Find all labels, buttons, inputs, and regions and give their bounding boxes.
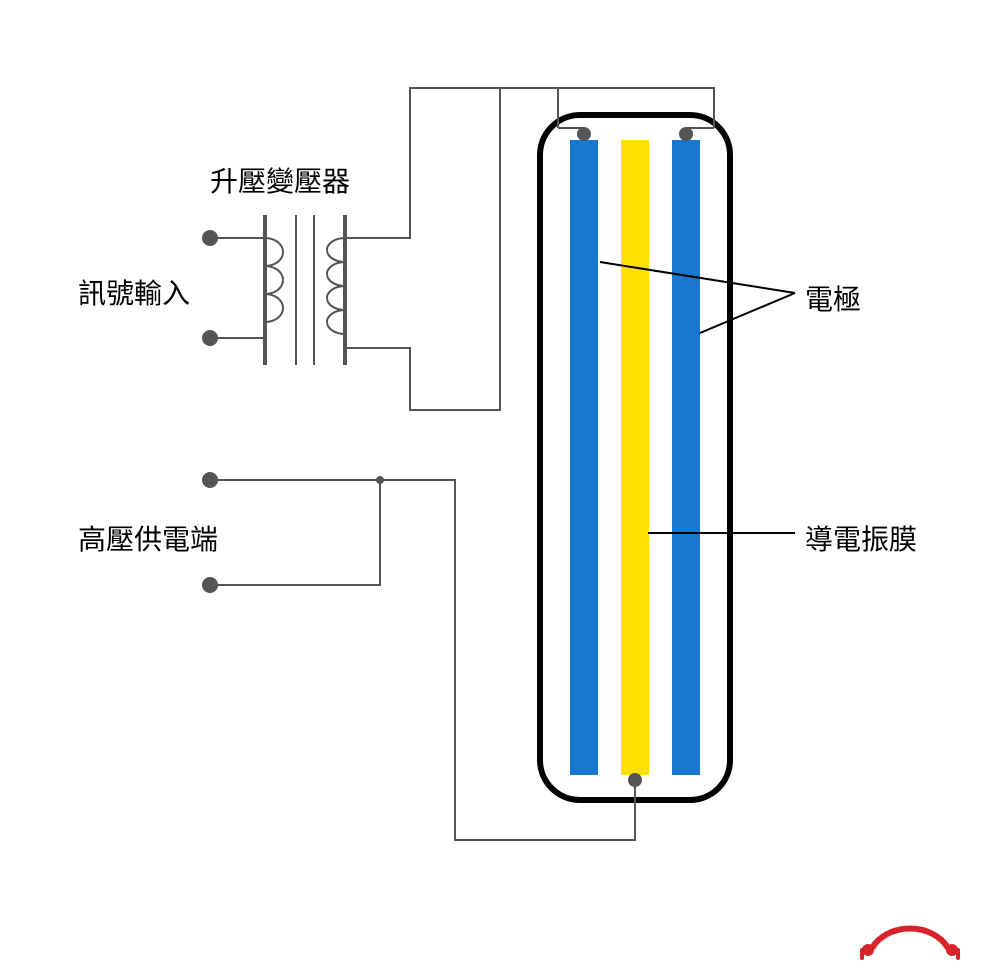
electrode-top-dot-right [679,127,693,141]
electrode-top-dot-left [577,127,591,141]
brand-logo-icon [862,928,958,958]
terminal-signal-bottom [202,330,218,346]
terminal-hv-bottom [202,577,218,593]
label-electrode: 電極 [805,278,861,318]
electrostatic-driver-schematic [0,0,1000,975]
electrode-bar-left [570,140,598,775]
wire-sec-top [363,88,558,238]
transformer [247,215,363,365]
label-diaphragm: 導電振膜 [805,518,917,558]
terminal-hv-top [202,472,218,488]
label-signal-input: 訊號輸入 [78,272,190,312]
label-transformer: 升壓變壓器 [210,160,350,200]
diaphragm-bar [621,140,649,775]
electrode-callout-2 [700,293,795,333]
electrode-bar-right [672,140,700,775]
label-hv-supply: 高壓供電端 [78,518,218,558]
terminal-signal-top [202,230,218,246]
wire-hv-bot [210,480,380,585]
